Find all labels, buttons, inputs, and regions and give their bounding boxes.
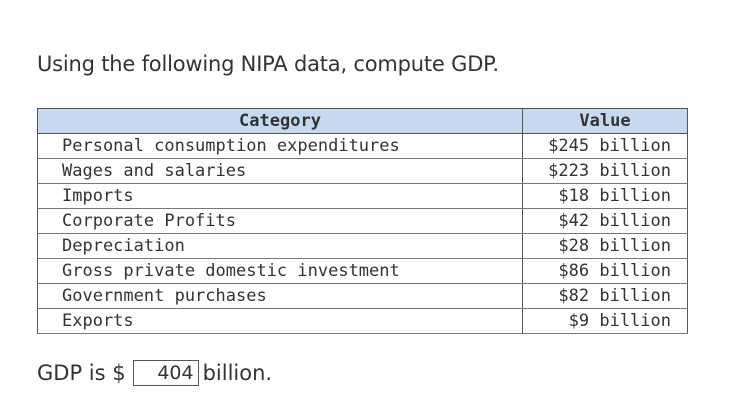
category-cell: Corporate Profits	[37, 208, 523, 234]
answer-line: GDP is $ 404 billion.	[37, 360, 272, 386]
question-prompt: Using the following NIPA data, compute G…	[37, 52, 499, 76]
answer-suffix: billion.	[202, 361, 273, 385]
value-cell: $42 billion	[522, 208, 688, 234]
category-cell: Personal consumption expenditures	[37, 133, 523, 159]
table-row: Exports $9 billion	[37, 308, 688, 334]
value-cell: $223 billion	[522, 158, 688, 184]
category-cell: Imports	[37, 183, 523, 209]
value-cell: $86 billion	[522, 258, 688, 284]
table-row: Gross private domestic investment $86 bi…	[37, 258, 688, 284]
table-row: Personal consumption expenditures $245 b…	[37, 133, 688, 159]
value-cell: $82 billion	[522, 283, 688, 309]
category-cell: Exports	[37, 308, 523, 334]
value-cell: $18 billion	[522, 183, 688, 209]
nipa-data-table: Category Value Personal consumption expe…	[37, 108, 688, 334]
category-cell: Gross private domestic investment	[37, 258, 523, 284]
table-row: Imports $18 billion	[37, 183, 688, 209]
table-row: Depreciation $28 billion	[37, 233, 688, 259]
category-cell: Depreciation	[37, 233, 523, 259]
value-cell: $9 billion	[522, 308, 688, 334]
table-row: Wages and salaries $223 billion	[37, 158, 688, 184]
table-row: Government purchases $82 billion	[37, 283, 688, 309]
category-cell: Wages and salaries	[37, 158, 523, 184]
answer-prefix: GDP is $	[37, 361, 126, 385]
value-cell: $28 billion	[522, 233, 688, 259]
table-row: Corporate Profits $42 billion	[37, 208, 688, 234]
column-header-value: Value	[522, 108, 688, 134]
table-header-row: Category Value	[37, 108, 688, 134]
value-cell: $245 billion	[522, 133, 688, 159]
column-header-category: Category	[37, 108, 523, 134]
category-cell: Government purchases	[37, 283, 523, 309]
gdp-answer-input[interactable]: 404	[132, 360, 199, 386]
